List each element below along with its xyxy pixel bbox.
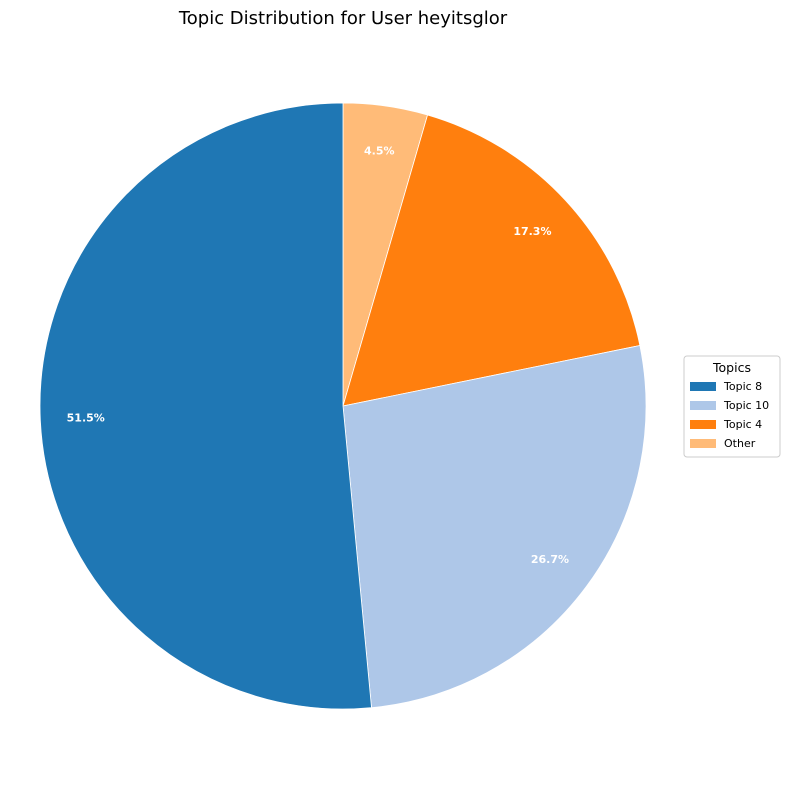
- pie-slice-topic-10: [342, 345, 647, 709]
- pie-label-topic-8: 51.5%: [67, 412, 105, 425]
- legend-swatch-other: [690, 439, 716, 448]
- pie-slice-topic-8: [39, 102, 372, 710]
- legend-entries: Topic 8 Topic 10 Topic 4 Other: [690, 380, 769, 450]
- pie-slices: [39, 102, 647, 710]
- legend: Topics Topic 8 Topic 10 Topic 4 Other: [683, 355, 781, 458]
- chart-title: Topic Distribution for User heyitsglor: [178, 8, 508, 29]
- pie-label-topic-4: 17.3%: [513, 225, 551, 238]
- pie-slice-topic-4: [342, 114, 641, 407]
- legend-label-topic-8: Topic 8: [723, 380, 762, 393]
- pie-label-other: 4.5%: [364, 145, 395, 158]
- pie-percentage-labels: 4.5% 17.3% 26.7% 51.5%: [67, 145, 569, 566]
- legend-label-other: Other: [724, 437, 756, 450]
- legend-swatch-topic-10: [690, 401, 716, 410]
- legend-swatch-topic-4: [690, 420, 716, 429]
- legend-title: Topics: [712, 360, 751, 375]
- legend-label-topic-10: Topic 10: [723, 399, 769, 412]
- pie-label-topic-10: 26.7%: [531, 553, 569, 566]
- legend-label-topic-4: Topic 4: [723, 418, 762, 431]
- legend-swatch-topic-8: [690, 382, 716, 391]
- legend-frame: [683, 355, 781, 458]
